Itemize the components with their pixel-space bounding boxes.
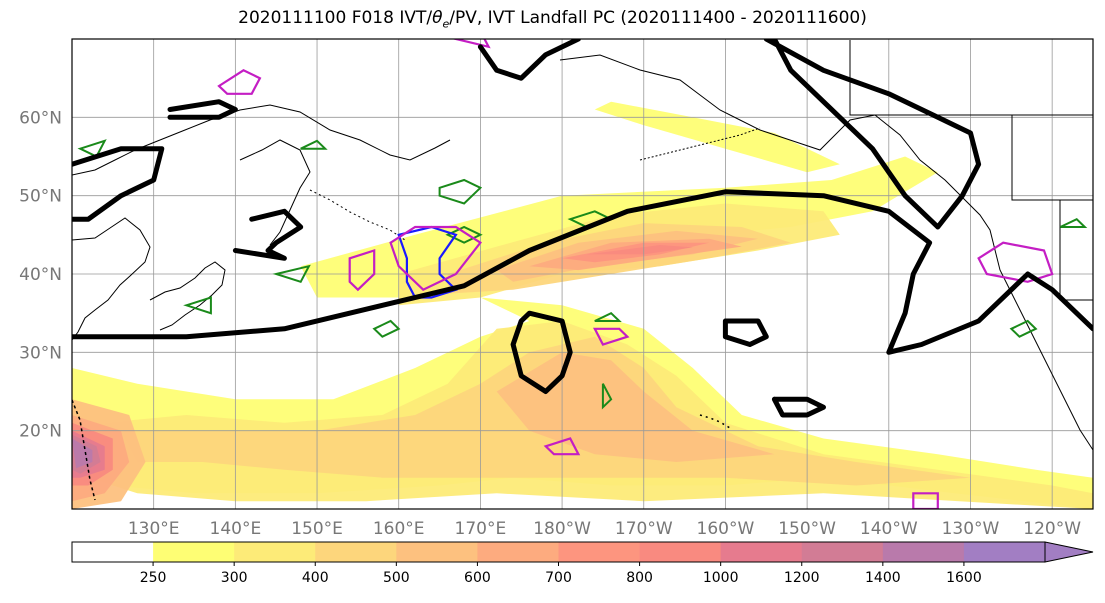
pv-contours — [217, 39, 1054, 509]
colorbar-segment-5 — [477, 542, 559, 562]
x-tick-label: 140°E — [210, 519, 262, 539]
x-tick-label: 160°E — [373, 519, 425, 539]
ivt-region-7 — [586, 245, 693, 255]
colorbar-label: 600 — [464, 570, 491, 586]
colorbar-label: 700 — [545, 570, 572, 586]
colorbar-segment-10 — [882, 542, 965, 562]
green-contour-3 — [594, 312, 622, 322]
colorbar-segment-4 — [396, 542, 478, 562]
green-contour-5 — [300, 139, 328, 150]
pc-contour-5 — [232, 208, 304, 261]
pv-contour-5 — [592, 327, 630, 346]
chart-title: 2020111100 F018 IVT/θe/PV, IVT Landfall … — [238, 8, 867, 31]
colorbar-label: 400 — [302, 570, 329, 586]
x-tick-label: 120°W — [1023, 519, 1081, 539]
colorbar-label: 1400 — [865, 570, 901, 586]
plot-frame — [71, 38, 1094, 510]
colorbar-segment-6 — [558, 542, 641, 562]
pc-contour-1 — [763, 39, 982, 230]
x-tick-label: 160°W — [697, 519, 755, 539]
grid-lines — [72, 39, 1093, 509]
pv-contour-4 — [543, 437, 581, 456]
colorbar-segment-7 — [639, 542, 722, 562]
colorbar-segment-0 — [72, 542, 154, 562]
colorbar-label: 250 — [140, 570, 167, 586]
pv-contour-6 — [912, 492, 939, 509]
colorbar-segment-2 — [234, 542, 316, 562]
pv-contour-2 — [977, 241, 1054, 283]
x-axis-ticks: 130°E 140°E 150°E 160°E 170°E 180°W 170°W 160°W… — [128, 519, 1081, 539]
colorbar-label: 300 — [221, 570, 248, 586]
y-tick-label: 60°N — [19, 108, 62, 128]
green-contour-7 — [1059, 217, 1088, 228]
x-tick-label: 140°W — [860, 519, 918, 539]
x-tick-label: 130°E — [128, 519, 180, 539]
coastlines — [72, 40, 1093, 501]
colorbar-label: 1000 — [703, 570, 739, 586]
y-tick-label: 30°N — [19, 343, 62, 363]
ivt-region-11 — [496, 352, 775, 462]
ivt-region-1 — [594, 101, 840, 173]
pv-contour-3 — [217, 69, 262, 95]
colorbar-label: 500 — [383, 570, 410, 586]
colorbar-segment-11 — [963, 542, 1046, 562]
y-axis-ticks: 20°N 30°N 40°N 50°N 60°N — [19, 108, 62, 441]
colorbar-segment-3 — [315, 542, 397, 562]
pc-contour-0 — [72, 189, 1093, 355]
x-tick-label: 150°W — [778, 519, 836, 539]
green-contour-8 — [77, 139, 107, 158]
colorbar-segment-8 — [720, 542, 803, 562]
x-tick-label: 150°E — [291, 519, 343, 539]
x-tick-label: 170°E — [455, 519, 507, 539]
colorbar-label: 800 — [626, 570, 653, 586]
x-tick-label: 130°W — [942, 519, 1000, 539]
pc-contour-6 — [510, 310, 573, 394]
pv-contour-0 — [389, 225, 483, 292]
pc-contour-4 — [167, 99, 238, 120]
pc-contour-3 — [72, 146, 165, 222]
ivt-shading — [72, 101, 1093, 509]
pc-contour-8 — [771, 396, 826, 418]
green-contour-11 — [601, 383, 613, 410]
y-tick-label: 40°N — [19, 265, 62, 285]
colorbar-segment-9 — [801, 542, 884, 562]
pc-contour-7 — [722, 318, 769, 347]
colorbar-segment-1 — [153, 542, 235, 562]
y-tick-label: 50°N — [19, 187, 62, 207]
green-contour-6 — [1009, 319, 1038, 338]
pc-contours — [72, 39, 1093, 418]
green-contour-9 — [272, 264, 311, 284]
x-tick-label: 180°W — [533, 519, 591, 539]
green-contour-4 — [372, 319, 401, 338]
y-tick-label: 20°N — [19, 422, 62, 442]
colorbar-label: 1200 — [784, 570, 820, 586]
ivt-region-17 — [72, 438, 93, 469]
pv-contour-1 — [348, 248, 376, 292]
colorbar-label: 1600 — [946, 570, 982, 586]
green-contour-10 — [183, 296, 212, 315]
pc-contour-2 — [477, 39, 581, 81]
colorbar: 250 300 400 500 600 700 800 1000 1200 1400 1600 — [71, 541, 1094, 586]
colorbar-extension — [1044, 541, 1094, 563]
x-tick-label: 170°W — [615, 519, 673, 539]
pv-contour-7 — [451, 39, 491, 49]
green-contour-0 — [438, 178, 483, 205]
